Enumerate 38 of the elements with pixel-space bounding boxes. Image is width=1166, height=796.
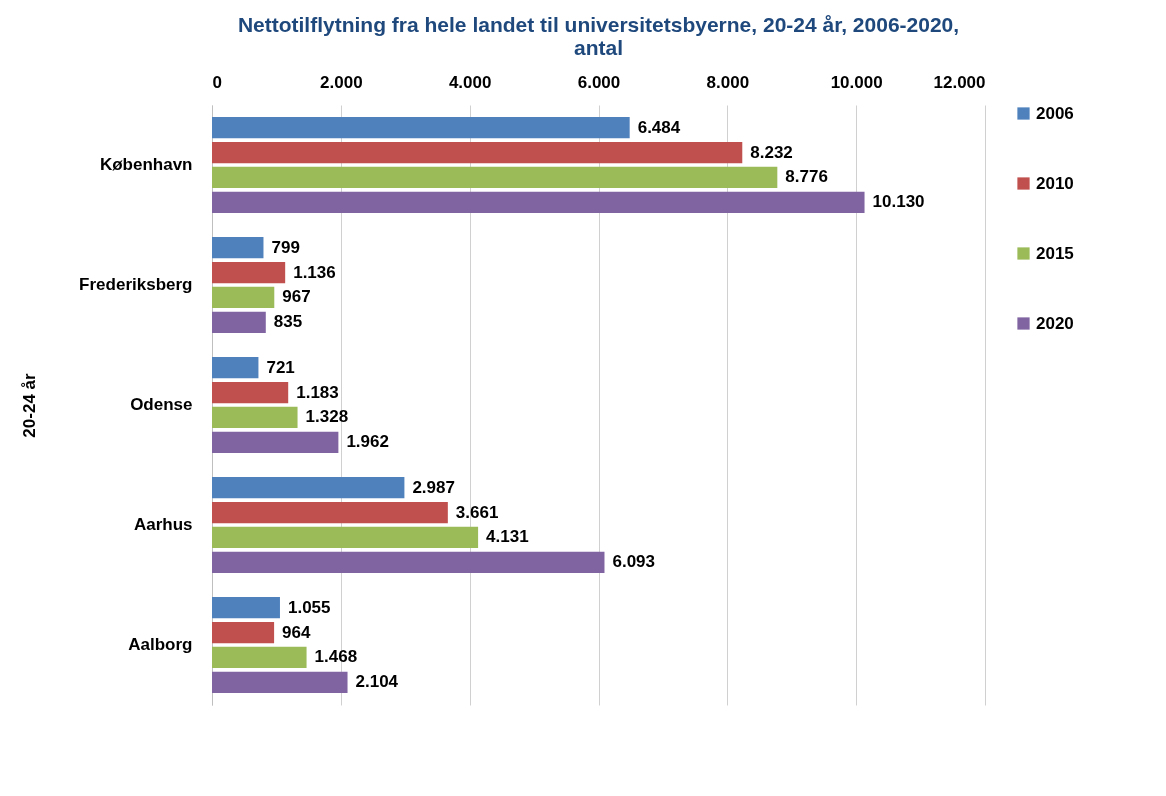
data-label: 3.661: [455, 502, 499, 522]
y-axis-title: 20-24 år: [20, 372, 40, 438]
data-label: 964: [282, 622, 312, 642]
x-tick-label: 6.000: [577, 72, 621, 92]
data-label: 721: [266, 357, 295, 377]
y-tick-label: Aalborg: [128, 635, 193, 654]
data-label: 2.104: [355, 672, 399, 692]
data-label: 10.130: [872, 192, 925, 212]
data-label: 1.055: [287, 597, 331, 617]
data-label: 835: [273, 312, 303, 332]
data-label: 1.328: [305, 407, 349, 427]
data-label: 1.183: [296, 382, 339, 402]
x-tick-label: 2.000: [320, 72, 363, 92]
legend-label: 2015: [1036, 243, 1074, 263]
x-tick-label: 10.000: [830, 72, 883, 92]
data-label: 6.093: [612, 552, 656, 572]
legend-label: 2010: [1036, 173, 1074, 193]
data-label: 4.131: [486, 527, 529, 547]
y-tick-label: Aarhus: [133, 515, 193, 534]
x-tick-label: 0: [212, 72, 222, 92]
data-label: 1.962: [346, 432, 389, 452]
data-label: 1.468: [314, 647, 358, 667]
legend-label: 2006: [1036, 103, 1074, 123]
data-label: 1.136: [293, 262, 336, 282]
x-tick-label: 4.000: [448, 72, 492, 92]
y-tick-label: Frederiksberg: [79, 275, 193, 294]
data-label: 2.987: [412, 477, 455, 497]
chart-title: Nettotilflytning fra hele landet til universitetsbyerne, 20-24 år, 2006-2020, antal: [237, 13, 960, 59]
data-label: 967: [282, 287, 311, 307]
data-label: 799: [271, 237, 300, 257]
data-label: 8.232: [750, 142, 793, 162]
x-tick-label: 12.000: [933, 72, 986, 92]
legend-label: 2020: [1036, 313, 1074, 333]
x-tick-label: 8.000: [706, 72, 750, 92]
y-tick-label: København: [99, 155, 193, 174]
data-label: 6.484: [637, 117, 681, 137]
y-tick-label: Odense: [130, 395, 193, 414]
data-label: 8.776: [785, 167, 828, 187]
